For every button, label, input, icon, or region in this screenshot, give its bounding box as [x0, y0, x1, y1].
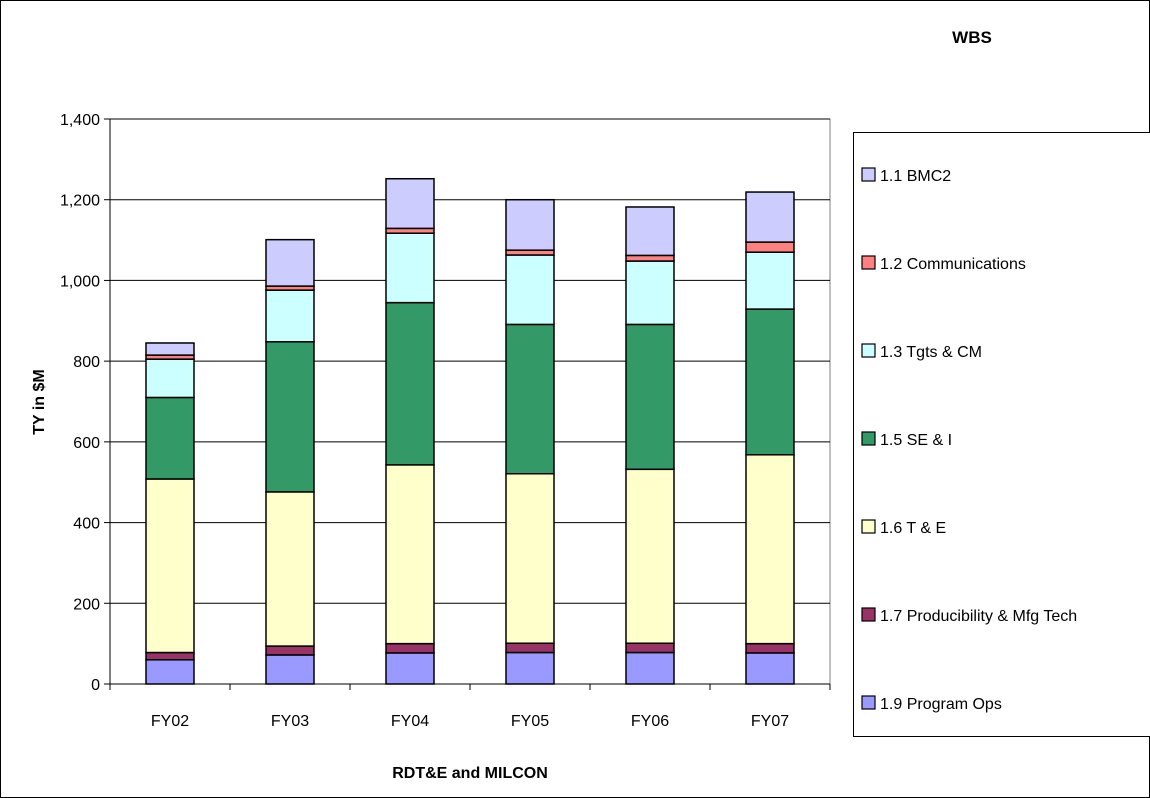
y-axis: 0 200 400 600 800 1,000 1,200 1,400 [60, 112, 111, 694]
y-tick-label: 400 [73, 516, 100, 533]
bar-segment [745, 241, 795, 253]
legend-swatch [861, 695, 876, 710]
bar-segment [145, 651, 195, 661]
x-axis: FY02 FY03 FY04 FY05 FY06 FY07 [109, 683, 831, 730]
bar-segment [745, 642, 795, 654]
bar-segment [385, 177, 435, 230]
legend: 1.1 BMC2 1.2 Communications 1.3 Tgts & CM 1… [861, 167, 1077, 713]
legend-swatch [861, 255, 876, 270]
bar-segment [385, 464, 435, 645]
bar-segment [265, 238, 315, 287]
bar-segment [385, 642, 435, 654]
bar-segment [505, 651, 555, 685]
x-tick-label: FY06 [631, 713, 669, 730]
bar-segment [145, 478, 195, 654]
x-tick-label: FY02 [151, 713, 189, 730]
bar-segment [145, 342, 195, 356]
bar-segment [385, 232, 435, 304]
bar-segment [505, 323, 555, 475]
y-tick-label: 800 [73, 354, 100, 371]
bar-segment [745, 191, 795, 243]
bar-segment [145, 358, 195, 399]
bar-segment [625, 468, 675, 644]
legend-swatch [861, 607, 876, 622]
bar-segment [625, 206, 675, 257]
bar-segment [745, 454, 795, 645]
x-axis-title: RDT&E and MILCON [392, 765, 548, 782]
x-tick-label: FY07 [751, 713, 789, 730]
plot-area [109, 118, 831, 685]
bar-segment [265, 491, 315, 647]
legend-swatch [861, 431, 876, 446]
bar-segment [625, 323, 675, 471]
bar-segment [385, 301, 435, 466]
bar-segment [625, 260, 675, 326]
x-tick-label: FY03 [271, 713, 309, 730]
bars [145, 177, 795, 685]
bar-segment [745, 251, 795, 310]
y-tick-label: 1,200 [60, 193, 100, 210]
legend-swatch [861, 519, 876, 534]
bar-segment [505, 642, 555, 654]
legend-label: 1.7 Producibility & Mfg Tech [880, 608, 1077, 625]
bar-segment [385, 652, 435, 685]
legend-swatch [861, 167, 876, 182]
legend-label: 1.1 BMC2 [880, 168, 951, 185]
bar-segment [145, 659, 195, 685]
y-tick-label: 1,000 [60, 273, 100, 290]
gridlines [110, 118, 830, 604]
bar-segment [505, 254, 555, 326]
bar-segment [505, 472, 555, 644]
bar-segment [625, 642, 675, 654]
y-tick-label: 0 [91, 677, 100, 694]
bar-segment [265, 341, 315, 493]
chart-title: WBS [952, 28, 992, 47]
bar-segment [145, 396, 195, 480]
legend-label: 1.6 T & E [880, 520, 946, 537]
legend-label: 1.9 Program Ops [880, 696, 1002, 713]
legend-label: 1.3 Tgts & CM [880, 344, 982, 361]
bar-segment [745, 308, 795, 456]
y-axis-title: TY in $M [31, 369, 48, 435]
y-tick-label: 200 [73, 596, 100, 613]
bar-segment [625, 254, 675, 262]
y-tick-label: 600 [73, 435, 100, 452]
bar-segment [265, 654, 315, 685]
legend-label: 1.5 SE & I [880, 432, 952, 449]
y-tick-label: 1,400 [60, 112, 100, 129]
bar-segment [745, 652, 795, 685]
x-tick-label: FY04 [391, 713, 429, 730]
bar-segment [265, 289, 315, 343]
x-tick-label: FY05 [511, 713, 549, 730]
bar-segment [265, 645, 315, 656]
bar-segment [505, 198, 555, 251]
legend-label: 1.2 Communications [880, 256, 1026, 273]
legend-swatch [861, 343, 876, 358]
bar-segment [625, 651, 675, 685]
legend-box [853, 132, 1150, 737]
